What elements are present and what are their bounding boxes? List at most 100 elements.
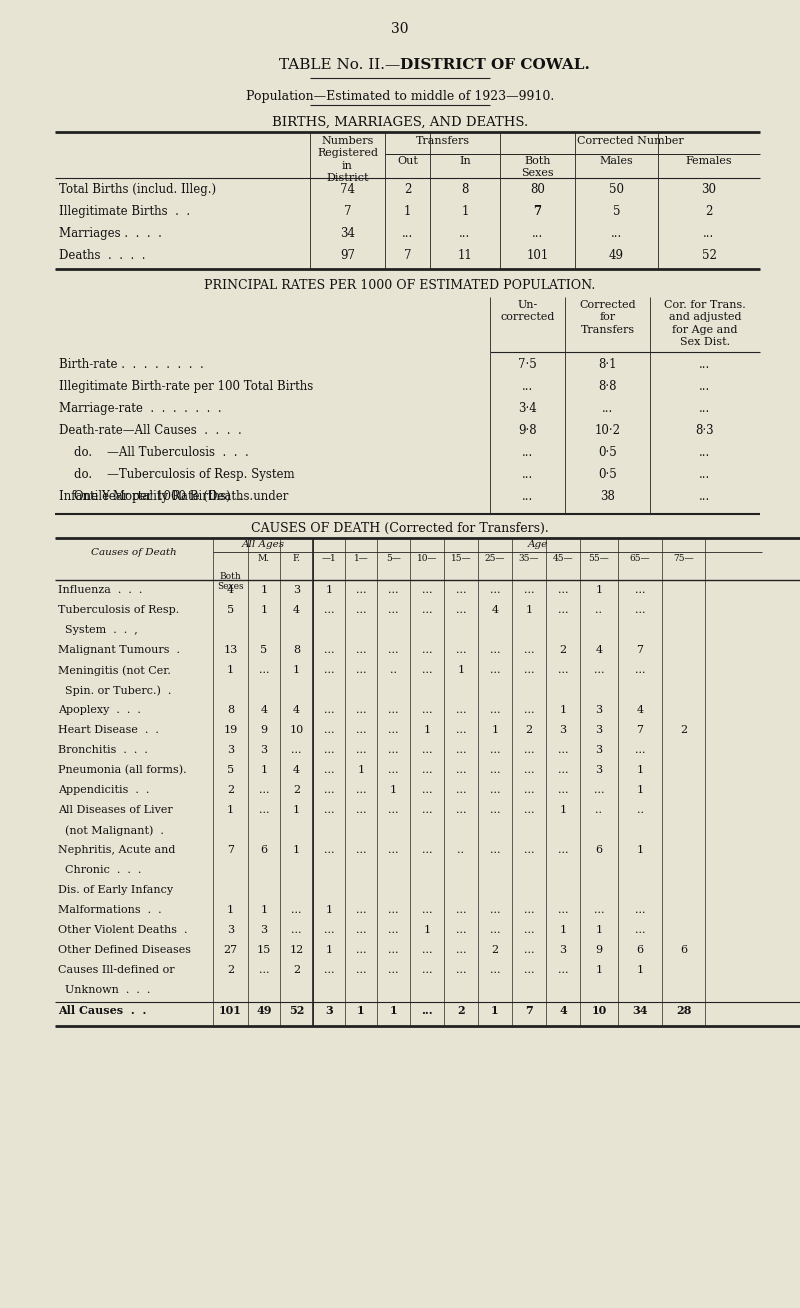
Text: ...: ... (356, 585, 366, 595)
Text: Total Births (includ. Illeg.): Total Births (includ. Illeg.) (59, 183, 216, 196)
Text: 1: 1 (491, 1005, 499, 1016)
Text: ...: ... (324, 645, 334, 655)
Text: 5: 5 (613, 205, 620, 218)
Text: ...: ... (594, 905, 604, 916)
Text: 1: 1 (637, 845, 643, 855)
Text: 4: 4 (261, 705, 267, 715)
Text: ...: ... (522, 490, 533, 504)
Text: All Ages: All Ages (242, 540, 285, 549)
Text: Other Defined Diseases: Other Defined Diseases (58, 944, 191, 955)
Text: Causes Ill-defined or: Causes Ill-defined or (58, 965, 174, 974)
Text: ...: ... (324, 664, 334, 675)
Text: ...: ... (456, 925, 466, 935)
Text: 1: 1 (358, 765, 365, 776)
Text: 6: 6 (680, 944, 687, 955)
Text: 45—: 45— (553, 555, 574, 562)
Text: ...: ... (634, 746, 646, 755)
Text: ...: ... (388, 965, 398, 974)
Text: 4: 4 (293, 765, 300, 776)
Text: 101: 101 (219, 1005, 242, 1016)
Text: ...: ... (456, 905, 466, 916)
Text: ...: ... (459, 228, 470, 239)
Text: Birth-rate .  .  .  .  .  .  .  .: Birth-rate . . . . . . . . (59, 358, 204, 371)
Text: Numbers
Registered
in
District: Numbers Registered in District (317, 136, 378, 183)
Text: ...: ... (258, 804, 270, 815)
Text: ...: ... (388, 905, 398, 916)
Text: 2: 2 (457, 1005, 465, 1016)
Text: 1—: 1— (354, 555, 368, 562)
Text: ...: ... (558, 585, 568, 595)
Text: 2: 2 (404, 183, 411, 196)
Text: 13: 13 (223, 645, 238, 655)
Text: ...: ... (324, 705, 334, 715)
Text: ..: .. (390, 664, 397, 675)
Text: 1: 1 (458, 664, 465, 675)
Text: ...: ... (356, 804, 366, 815)
Text: ...: ... (291, 905, 302, 916)
Text: ...: ... (356, 746, 366, 755)
Text: 2: 2 (293, 965, 300, 974)
Text: 2: 2 (706, 205, 713, 218)
Text: ...: ... (422, 804, 432, 815)
Text: ...: ... (422, 585, 432, 595)
Text: 9·8: 9·8 (518, 424, 537, 437)
Text: 9: 9 (261, 725, 267, 735)
Text: 2: 2 (227, 965, 234, 974)
Text: ...: ... (524, 925, 534, 935)
Text: 1: 1 (595, 965, 602, 974)
Text: ...: ... (699, 402, 710, 415)
Text: Illegitimate Birth-rate per 100 Total Births: Illegitimate Birth-rate per 100 Total Bi… (59, 381, 314, 392)
Text: 1: 1 (326, 944, 333, 955)
Text: 1: 1 (637, 965, 643, 974)
Text: 1: 1 (404, 205, 411, 218)
Text: 1: 1 (227, 905, 234, 916)
Text: ...: ... (356, 664, 366, 675)
Text: 10·2: 10·2 (594, 424, 621, 437)
Text: Population—Estimated to middle of 1923—9910.: Population—Estimated to middle of 1923—9… (246, 90, 554, 103)
Text: 8·8: 8·8 (598, 381, 617, 392)
Text: ...: ... (388, 645, 398, 655)
Text: 4: 4 (559, 1005, 567, 1016)
Text: 7: 7 (525, 1005, 533, 1016)
Text: 1: 1 (261, 905, 267, 916)
Text: 50: 50 (609, 183, 624, 196)
Text: 1: 1 (595, 925, 602, 935)
Text: 25—: 25— (485, 555, 506, 562)
Text: Corrected
for
Transfers: Corrected for Transfers (579, 300, 636, 335)
Text: ...: ... (634, 664, 646, 675)
Text: 7: 7 (344, 205, 351, 218)
Text: ...: ... (524, 765, 534, 776)
Text: ...: ... (490, 845, 500, 855)
Text: 35—: 35— (518, 555, 539, 562)
Text: 28: 28 (676, 1005, 691, 1016)
Text: ...: ... (456, 645, 466, 655)
Text: Influenza  .  .  .: Influenza . . . (58, 585, 142, 595)
Text: ...: ... (356, 845, 366, 855)
Text: ..: .. (458, 845, 465, 855)
Text: 10—: 10— (417, 555, 438, 562)
Text: 3: 3 (559, 944, 566, 955)
Text: Chronic  .  .  .: Chronic . . . (58, 865, 142, 875)
Text: Death-rate—All Causes  .  .  .  .: Death-rate—All Causes . . . . (59, 424, 242, 437)
Text: Females: Females (686, 156, 732, 166)
Text: 1: 1 (559, 705, 566, 715)
Text: ...: ... (388, 925, 398, 935)
Text: 10: 10 (591, 1005, 606, 1016)
Text: ...: ... (524, 965, 534, 974)
Text: PRINCIPAL RATES PER 1000 OF ESTIMATED POPULATION.: PRINCIPAL RATES PER 1000 OF ESTIMATED PO… (204, 279, 596, 292)
Text: Spin. or Tuberc.)  .: Spin. or Tuberc.) . (58, 685, 171, 696)
Text: 3: 3 (595, 725, 602, 735)
Text: ...: ... (490, 585, 500, 595)
Text: All Diseases of Liver: All Diseases of Liver (58, 804, 173, 815)
Text: ...: ... (699, 468, 710, 481)
Text: ...: ... (356, 785, 366, 795)
Text: do.    —All Tuberculosis  .  .  .: do. —All Tuberculosis . . . (59, 446, 249, 459)
Text: ...: ... (456, 965, 466, 974)
Text: ...: ... (324, 765, 334, 776)
Text: ...: ... (524, 746, 534, 755)
Text: ...: ... (558, 606, 568, 615)
Text: ...: ... (634, 925, 646, 935)
Text: 7: 7 (637, 645, 643, 655)
Text: 7: 7 (227, 845, 234, 855)
Text: ...: ... (291, 746, 302, 755)
